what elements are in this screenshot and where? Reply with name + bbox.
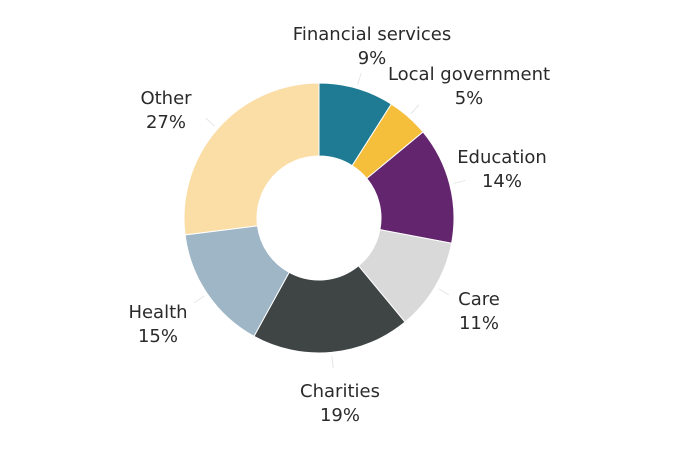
slice-label: Local government [388, 64, 550, 85]
labels-group: Financial services 9%Local government 5% Ed… [128, 24, 550, 426]
slice-label: Other [140, 88, 192, 109]
slice-value-label: 15% [138, 326, 178, 347]
slices-group [183, 82, 455, 354]
slice-value-label: 9% [358, 48, 387, 69]
leader-lines-group [193, 72, 466, 369]
slice-value-label: 27% [146, 112, 186, 133]
slice-label: Financial services [293, 24, 451, 45]
leader-line [331, 356, 334, 369]
slice-value-label: 19% [320, 405, 360, 426]
slice-label: Care [458, 289, 500, 310]
leader-line [193, 295, 205, 304]
slice-charities [253, 265, 406, 354]
leader-line [205, 117, 216, 127]
slice-value-label: 11% [459, 313, 499, 334]
slice-label: Health [128, 302, 187, 323]
slice-value-label: 5% [455, 88, 484, 109]
slice-other [183, 82, 320, 236]
slice-value-label: 14% [482, 171, 522, 192]
leader-line [453, 179, 466, 184]
leader-line [410, 104, 420, 115]
leader-line [438, 288, 450, 296]
slice-label: Education [457, 147, 547, 168]
slice-health [184, 225, 290, 337]
slice-label: Charities [300, 381, 380, 402]
leader-line [357, 72, 362, 85]
